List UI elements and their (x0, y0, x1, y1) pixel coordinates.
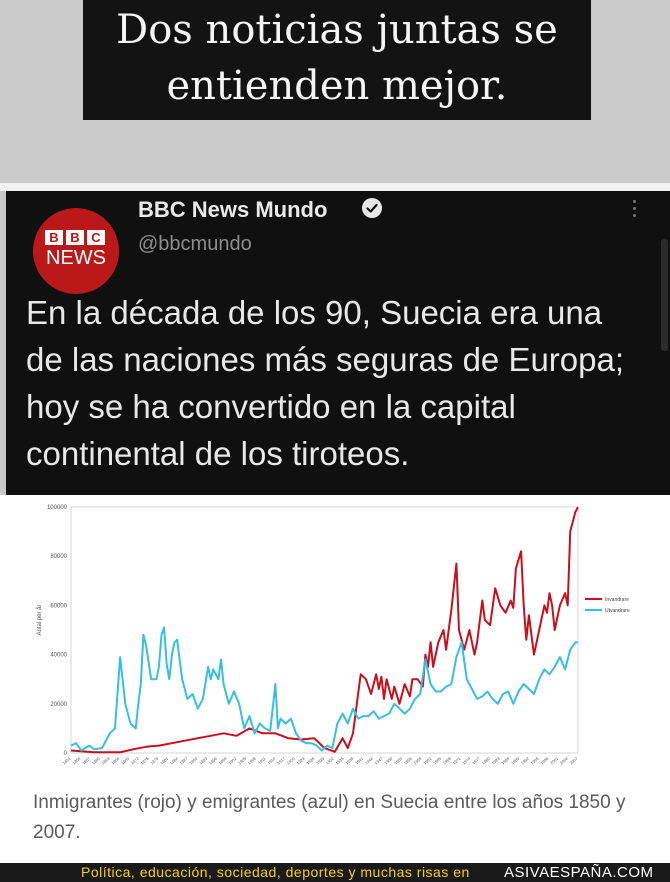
x-tick-label: 1878 (149, 755, 160, 765)
x-tick-label: 1866 (110, 755, 121, 765)
x-tick-label: 1998 (539, 755, 550, 765)
x-tick-label: 1989 (510, 755, 521, 765)
x-tick-label: 1923 (296, 755, 307, 765)
caption-area: Inmigrantes (rojo) y emigrantes (azul) e… (0, 780, 670, 863)
x-tick-label: 1953 (393, 755, 404, 765)
footer-site[interactable]: ASIVAESPAÑA.COM (504, 864, 654, 881)
x-tick-label: 1938 (344, 755, 355, 765)
x-tick-label: 1941 (354, 755, 365, 765)
x-tick-label: 1914 (266, 755, 277, 765)
series-line-utvandrare (70, 626, 578, 752)
x-tick-label: 1962 (422, 755, 433, 765)
bbc-logo-block: C (87, 230, 105, 245)
x-tick-label: 1992 (520, 755, 531, 765)
plot-frame (70, 506, 579, 754)
x-tick-label: 1860 (91, 755, 102, 765)
x-tick-label: 1869 (120, 755, 131, 765)
x-tick-label: 1854 (71, 755, 82, 765)
x-tick-label: 1956 (403, 755, 414, 765)
account-handle[interactable]: @bbcmundo (138, 233, 252, 255)
footer-text: Política, educación, sociedad, deportes … (81, 864, 470, 880)
y-tick-label: 40000 (50, 653, 67, 659)
x-tick-label: 1851 (62, 755, 73, 765)
x-tick-label: 1935 (335, 755, 346, 765)
headline-line-2: entienden mejor. (166, 63, 508, 109)
x-tick-label: 1884 (169, 755, 180, 765)
x-tick-label: 1986 (500, 755, 511, 765)
y-axis-label: Antal per år (36, 604, 43, 635)
y-tick-label: 0 (64, 751, 68, 757)
bbc-logo-news: NEWS (46, 247, 106, 269)
bbc-news-logo[interactable]: B B C NEWS (33, 208, 119, 294)
x-tick-label: 1959 (413, 755, 424, 765)
headline-box: Dos noticias juntas se entienden mejor. (83, 0, 591, 120)
y-tick-label: 80000 (50, 554, 67, 560)
x-tick-label: 1905 (237, 755, 248, 765)
scrollbar-thumb[interactable] (661, 239, 668, 351)
x-tick-label: 1857 (81, 755, 92, 765)
x-tick-label: 1872 (130, 755, 141, 765)
x-tick-label: 1947 (374, 755, 385, 765)
x-tick-label: 1965 (432, 755, 443, 765)
x-tick-label: 1977 (471, 755, 482, 765)
headline-line-1: Dos noticias juntas se (116, 7, 558, 53)
x-tick-label: 1983 (491, 755, 502, 765)
x-tick-label: 1893 (198, 755, 209, 765)
x-tick-label: 2004 (559, 755, 570, 765)
legend-label: Invandrare (605, 597, 629, 603)
x-tick-label: 1875 (140, 755, 151, 765)
x-tick-label: 1950 (383, 755, 394, 765)
x-tick-label: 1929 (315, 755, 326, 765)
footer-banner[interactable]: Política, educación, sociedad, deportes … (0, 863, 670, 882)
x-tick-label: 1902 (227, 755, 238, 765)
x-tick-label: 1917 (276, 755, 287, 765)
series-line-invandrare (70, 506, 579, 754)
x-tick-label: 1944 (364, 755, 375, 765)
x-tick-label: 1911 (257, 755, 267, 765)
x-tick-label: 1890 (188, 755, 199, 765)
chart-area: 0 20000 40000 60000 80000 100000 1851 1854 1857… (0, 495, 670, 780)
x-tick-label: 1881 (159, 755, 170, 765)
chart-caption: Inmigrantes (rojo) y emigrantes (azul) e… (33, 792, 626, 843)
headline: Dos noticias juntas se entienden mejor. (83, 2, 591, 114)
legend-label: Utvandrare (605, 608, 630, 614)
x-tick-label: 1974 (461, 755, 472, 765)
tweet-text: En la década de los 90, Suecia era una d… (26, 294, 625, 472)
x-tick-label: 2001 (549, 755, 560, 765)
account-name[interactable]: BBC News Mundo (138, 197, 328, 222)
x-tick-label: 1995 (530, 755, 541, 765)
x-tick-label: 1908 (247, 755, 258, 765)
x-tick-label: 1920 (286, 755, 297, 765)
bbc-logo-block: B (66, 230, 84, 245)
bbc-logo-block: B (45, 230, 63, 245)
y-tick-label: 60000 (50, 603, 67, 609)
separator (0, 183, 670, 191)
x-tick-label: 1896 (208, 755, 219, 765)
x-tick-label: 2007 (569, 755, 580, 765)
tweet-card: B B C NEWS BBC News Mundo @bbcmundo En l… (6, 191, 670, 495)
x-tick-label: 1971 (452, 755, 463, 765)
y-tick-label: 20000 (50, 702, 67, 708)
x-tick-label: 1968 (442, 755, 453, 765)
more-vertical-icon[interactable] (629, 197, 639, 221)
x-tick-label: 1863 (101, 755, 112, 765)
x-tick-label: 1926 (305, 755, 316, 765)
x-tick-label: 1899 (218, 755, 229, 765)
y-tick-label: 100000 (47, 505, 68, 511)
verified-badge-icon (362, 198, 382, 218)
x-tick-label: 1980 (481, 755, 492, 765)
bbc-logo-blocks: B B C (45, 230, 107, 245)
x-tick-label: 1887 (179, 755, 190, 765)
x-tick-label: 1932 (325, 755, 336, 765)
migration-chart: 0 20000 40000 60000 80000 100000 1851 1854 1857… (36, 505, 630, 765)
